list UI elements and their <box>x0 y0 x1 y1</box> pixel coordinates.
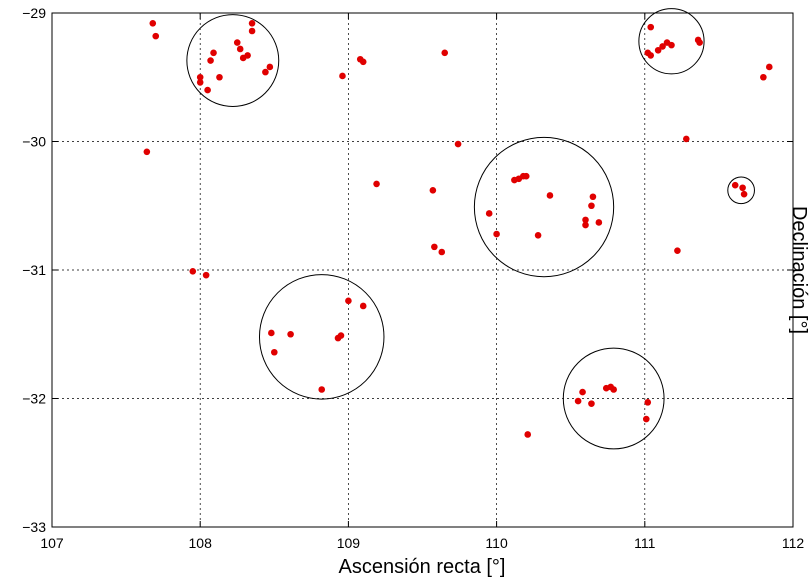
data-point <box>204 86 211 94</box>
data-point <box>318 386 326 393</box>
y-tick-label: −30 <box>22 134 46 150</box>
data-point <box>196 79 204 86</box>
data-point <box>582 221 589 229</box>
data-point <box>546 192 554 199</box>
x-tick-label: 109 <box>337 535 361 551</box>
data-point <box>579 388 586 396</box>
data-point <box>589 193 597 201</box>
tick-labels: 107 108 109 110 111 112 −29 −30 −31 −32 −33 <box>22 5 804 551</box>
x-axis-title: Ascensión recta [°] <box>339 556 506 578</box>
data-point <box>233 39 241 46</box>
data-point <box>644 399 652 406</box>
cluster-circle <box>727 176 755 205</box>
data-point <box>765 63 773 71</box>
y-tick-label: −33 <box>22 519 46 535</box>
data-point <box>431 243 438 251</box>
data-point <box>659 43 666 50</box>
data-point <box>216 73 223 81</box>
cluster-circle <box>638 8 705 75</box>
data-point <box>248 19 256 27</box>
grid-lines <box>52 13 793 527</box>
data-point <box>196 73 204 81</box>
data-point <box>654 46 662 54</box>
data-point <box>359 58 367 66</box>
data-point <box>268 329 275 337</box>
x-tick-label: 107 <box>40 535 64 551</box>
data-point <box>441 49 449 57</box>
data-point <box>373 180 380 188</box>
data-point <box>760 73 767 81</box>
data-point <box>582 216 589 224</box>
cluster-circle <box>473 136 615 278</box>
data-point <box>189 267 197 275</box>
data-point <box>522 172 530 180</box>
data-point <box>149 19 157 27</box>
data-point <box>152 32 160 40</box>
data-point <box>668 41 675 49</box>
x-tick-label: 111 <box>634 535 655 551</box>
y-tick-label: −31 <box>22 262 46 278</box>
x-tick-label: 108 <box>189 535 213 551</box>
data-point <box>210 49 217 57</box>
data-point <box>642 415 650 423</box>
data-point <box>438 248 446 256</box>
data-point <box>674 247 681 255</box>
data-point <box>588 202 595 210</box>
data-point <box>244 52 251 59</box>
cluster-circle <box>562 347 665 450</box>
data-point <box>682 135 690 143</box>
data-point <box>731 181 739 189</box>
y-tick-label: −32 <box>22 391 46 407</box>
data-point <box>287 330 294 338</box>
data-point <box>588 400 595 407</box>
data-point <box>248 27 256 35</box>
data-point <box>493 230 500 238</box>
data-point <box>262 68 269 76</box>
x-tick-label: 112 <box>782 535 805 551</box>
data-point <box>574 397 582 405</box>
cluster-circle <box>186 14 280 107</box>
data-point <box>696 39 703 46</box>
data-point <box>345 297 352 305</box>
data-point <box>534 232 542 239</box>
data-point <box>739 184 746 192</box>
data-points <box>143 19 773 438</box>
data-point <box>266 63 274 71</box>
data-point <box>271 348 278 356</box>
data-point <box>595 219 603 226</box>
data-point <box>610 386 617 393</box>
data-point <box>207 57 214 64</box>
cluster-circles <box>186 8 755 450</box>
data-point <box>647 52 655 59</box>
data-point <box>143 148 151 156</box>
data-point <box>647 23 655 31</box>
data-point <box>454 140 462 148</box>
data-point <box>202 271 210 279</box>
cluster-circle <box>258 274 385 400</box>
data-point <box>236 45 244 53</box>
data-point <box>429 187 437 194</box>
data-point <box>337 332 345 339</box>
data-point <box>339 72 346 80</box>
data-point <box>524 431 532 438</box>
axis-ticks <box>51 12 794 528</box>
x-tick-label: 110 <box>485 535 508 551</box>
y-axis-title: Declinación [°] <box>788 206 809 334</box>
data-point <box>359 302 367 310</box>
y-tick-label: −29 <box>22 5 46 21</box>
data-point <box>485 210 493 217</box>
data-point <box>740 190 748 198</box>
